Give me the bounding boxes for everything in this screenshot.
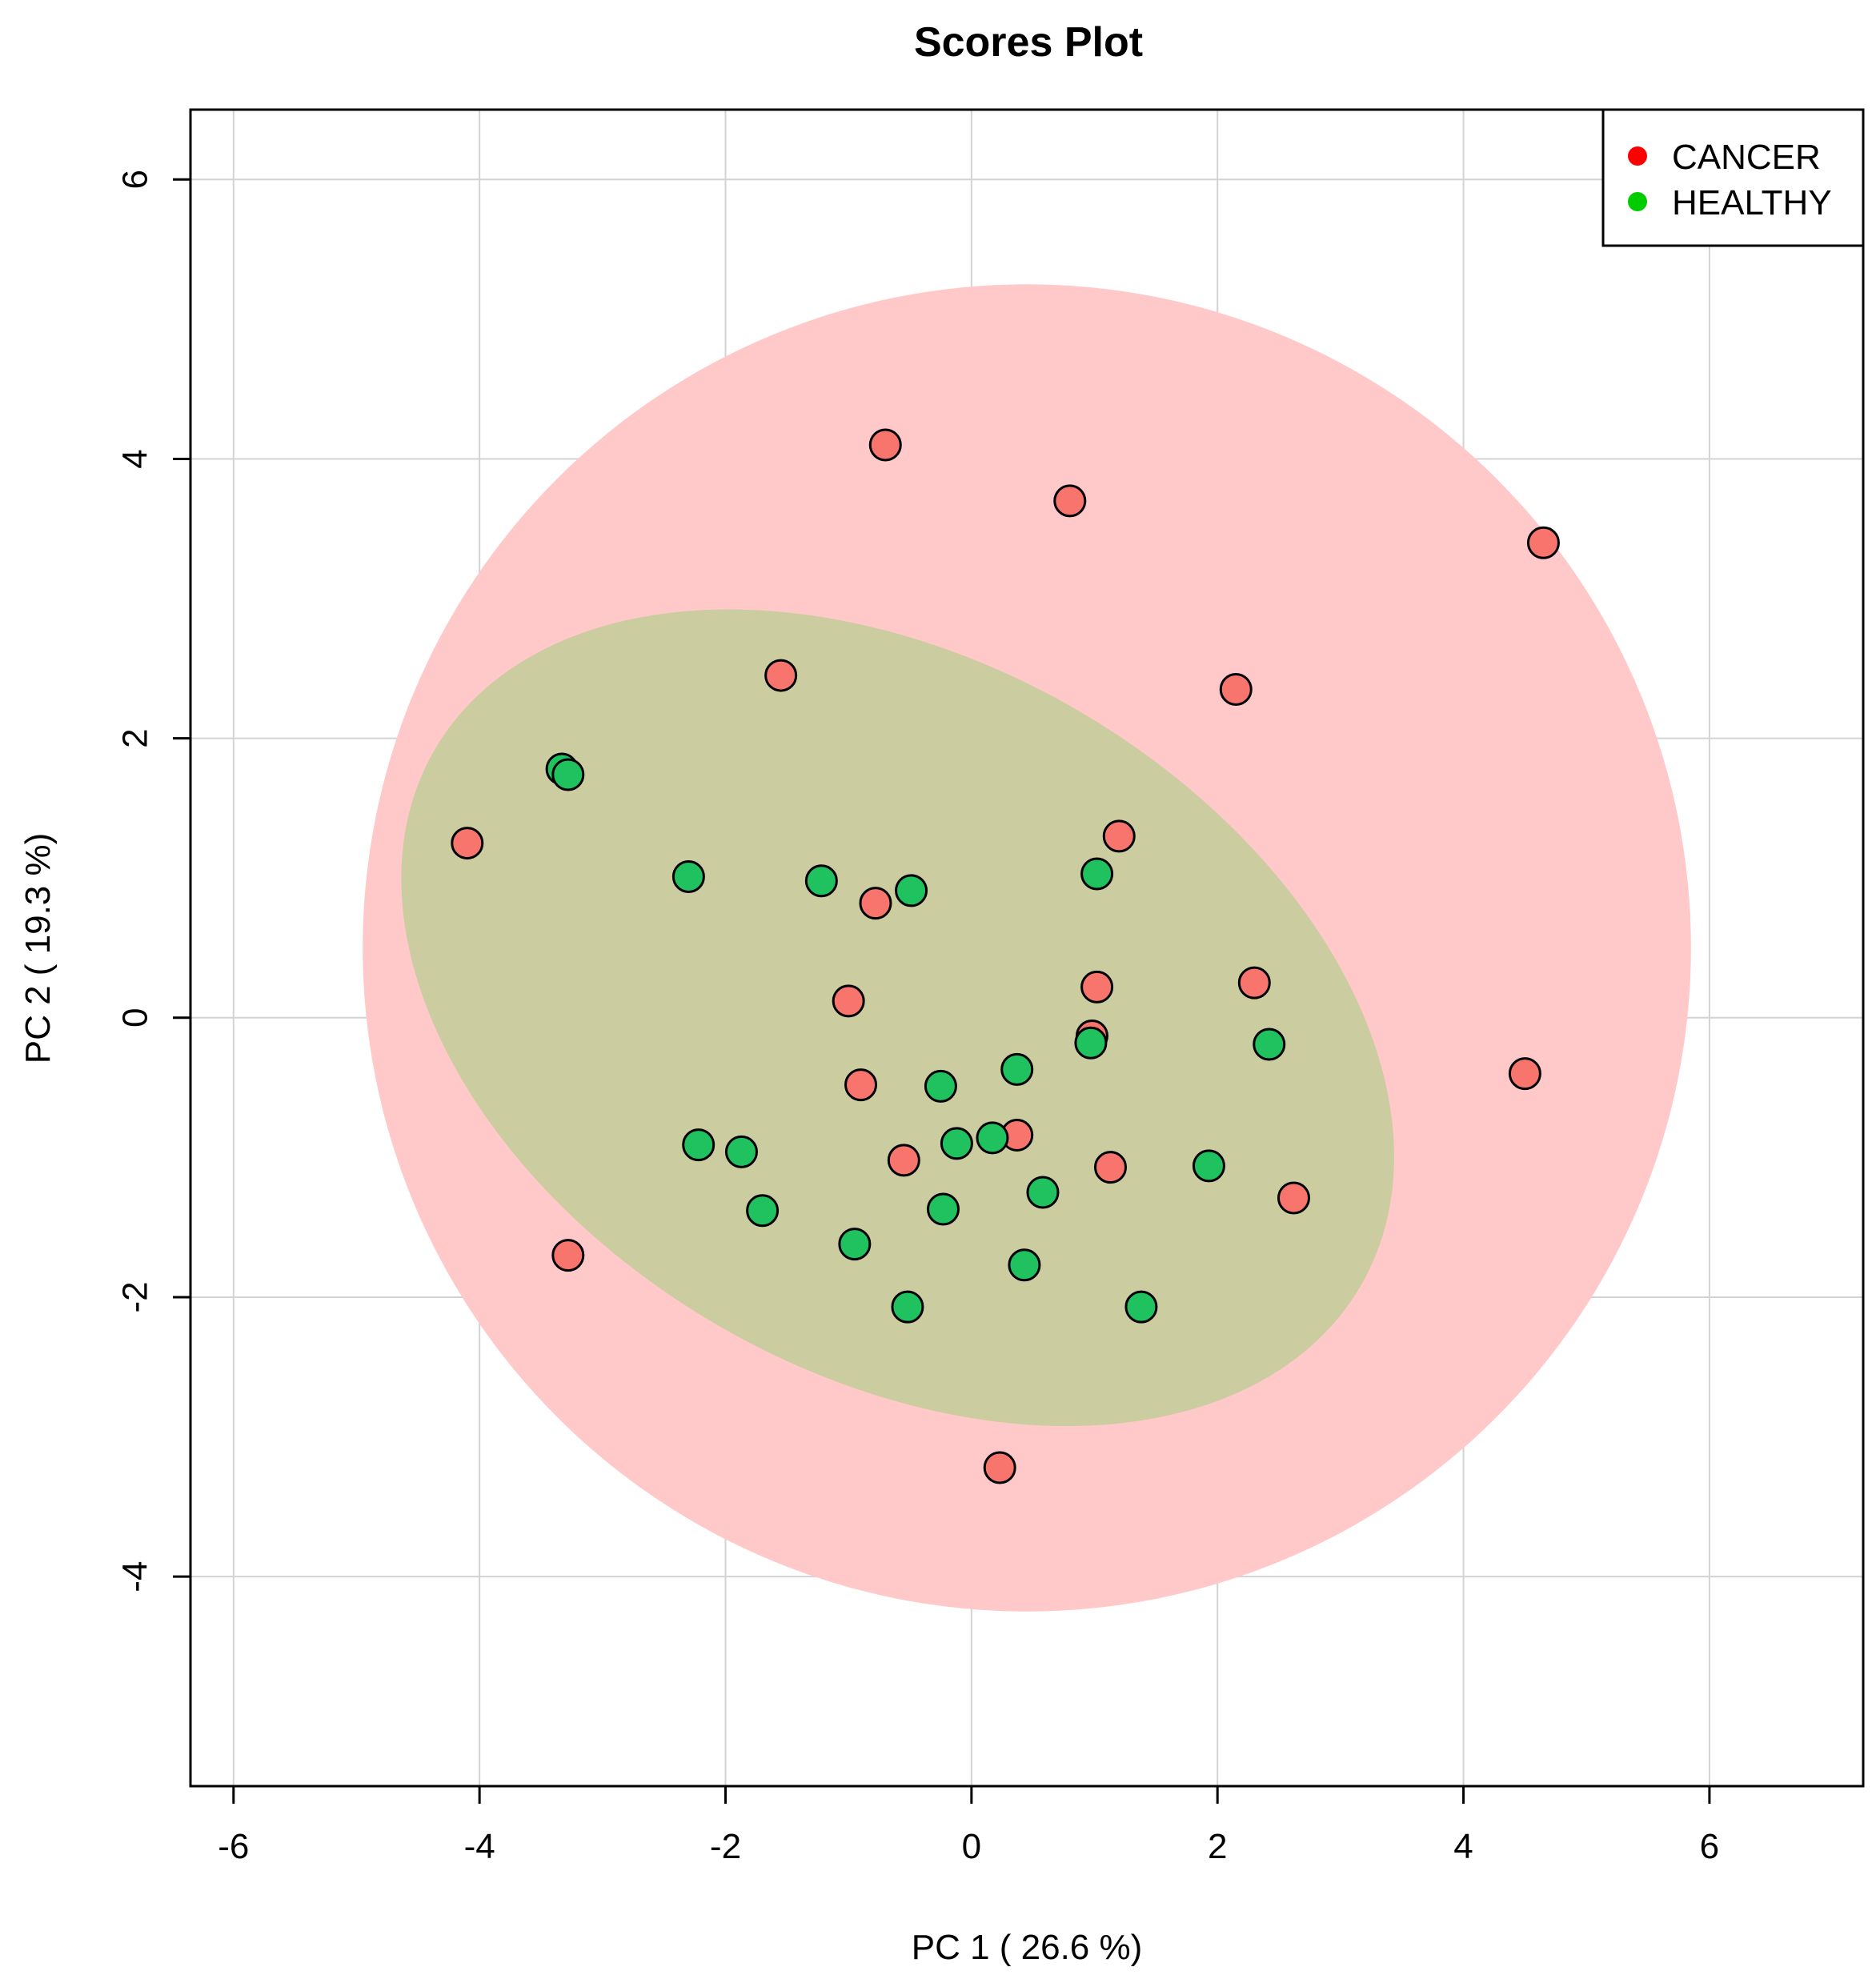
point-healthy — [927, 1192, 960, 1226]
point-healthy — [682, 1128, 716, 1162]
point-healthy — [895, 874, 928, 907]
data-points — [451, 428, 1560, 1484]
y-tick-label: -4 — [116, 1561, 155, 1592]
point-healthy — [746, 1194, 780, 1228]
point-healthy — [671, 859, 705, 893]
x-tick-label: -4 — [464, 1827, 495, 1866]
y-tick-label: 6 — [116, 170, 155, 189]
legend-marker-cancer — [1628, 146, 1647, 166]
point-healthy — [838, 1228, 872, 1261]
x-axis-label: PC 1 ( 26.6 %) — [912, 1928, 1143, 1967]
point-cancer — [764, 659, 798, 692]
point-cancer — [1508, 1057, 1541, 1091]
chart-title: Scores Plot — [914, 19, 1143, 66]
point-cancer — [844, 1068, 878, 1102]
point-cancer — [1526, 526, 1560, 559]
y-axis-label: PC 2 ( 19.3 %) — [18, 833, 58, 1064]
y-tick-label: 2 — [116, 728, 155, 747]
y-tick-label: -2 — [116, 1281, 155, 1312]
x-tick-label: 0 — [962, 1827, 981, 1866]
point-healthy — [1026, 1176, 1060, 1209]
legend-label-cancer: CANCER — [1672, 138, 1821, 177]
point-healthy — [1080, 857, 1114, 891]
x-tick-label: -2 — [710, 1827, 741, 1866]
x-tick-label: 6 — [1700, 1827, 1719, 1866]
point-healthy — [976, 1121, 1009, 1155]
legend-marker-healthy — [1628, 192, 1647, 211]
point-healthy — [1253, 1028, 1286, 1061]
point-cancer — [1219, 673, 1253, 707]
point-cancer — [1094, 1151, 1127, 1184]
point-cancer — [1080, 970, 1114, 1004]
point-cancer — [832, 984, 865, 1018]
confidence-ellipses — [363, 284, 1691, 1612]
y-axis-ticks: -4 -2 0 2 4 6 — [116, 170, 190, 1592]
x-axis-ticks: -6 -4 -2 0 2 4 6 — [218, 1786, 1719, 1866]
plot-frame — [189, 108, 1865, 1788]
point-cancer — [887, 1144, 920, 1177]
legend: CANCER HEALTHY — [1601, 108, 1865, 247]
point-healthy — [940, 1127, 973, 1160]
point-cancer — [1237, 966, 1271, 1000]
point-cancer — [868, 428, 902, 462]
point-healthy — [724, 1135, 758, 1168]
point-healthy — [1124, 1290, 1158, 1324]
point-cancer — [983, 1451, 1016, 1484]
x-tick-label: 4 — [1453, 1827, 1473, 1866]
point-cancer — [1277, 1181, 1310, 1215]
point-cancer — [551, 1239, 585, 1272]
x-tick-label: -6 — [218, 1827, 249, 1866]
legend-box — [1601, 108, 1865, 247]
point-cancer — [1053, 484, 1087, 518]
y-tick-label: 4 — [116, 449, 155, 468]
point-cancer — [451, 827, 484, 860]
point-healthy — [1074, 1026, 1108, 1060]
point-healthy — [1192, 1149, 1225, 1183]
point-healthy — [891, 1290, 924, 1324]
point-healthy — [1008, 1248, 1041, 1282]
y-tick-label: 0 — [116, 1008, 155, 1028]
point-healthy — [804, 864, 838, 898]
point-cancer — [859, 887, 892, 920]
x-tick-label: 2 — [1208, 1827, 1227, 1866]
ellipse-healthy — [401, 609, 1394, 1427]
point-cancer — [1102, 819, 1136, 853]
point-healthy — [1000, 1052, 1034, 1086]
point-healthy — [551, 758, 585, 791]
legend-label-healthy: HEALTHY — [1672, 183, 1832, 222]
point-healthy — [924, 1069, 957, 1103]
